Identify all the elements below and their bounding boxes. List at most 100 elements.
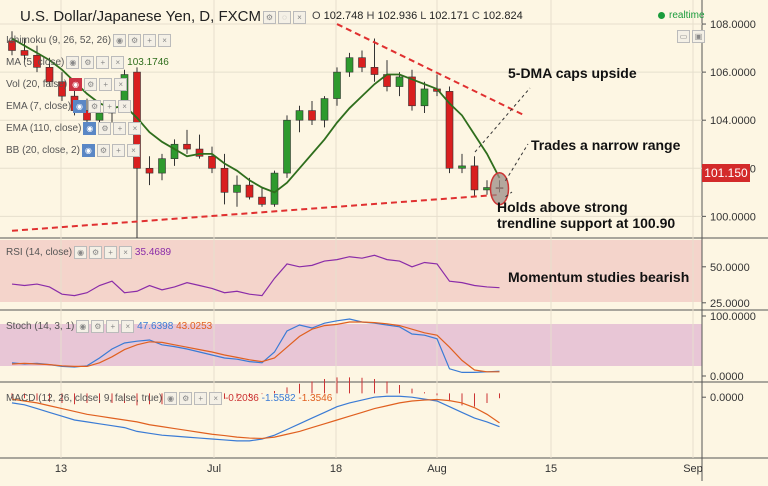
live-dot-icon: [658, 11, 665, 19]
low-label: L: [420, 10, 427, 22]
highlight-ellipse: [489, 171, 510, 206]
macd-eye-icon[interactable]: ◉: [164, 392, 178, 405]
rsi-close-icon[interactable]: ×: [119, 246, 133, 259]
bb-close-icon[interactable]: ×: [126, 144, 140, 157]
ma-eye-icon[interactable]: ◉: [66, 56, 80, 69]
rsi-line: [11, 254, 500, 297]
ema110-close-icon[interactable]: ×: [128, 122, 142, 135]
candle-body: [220, 167, 229, 193]
ema7-eye-icon[interactable]: ◉: [73, 100, 87, 113]
macd-settings-icon[interactable]: ⚙: [179, 392, 193, 405]
symbol-title-text: U.S. Dollar/Japanese Yen, D, FXCM: [20, 8, 261, 25]
rsi-settings-icon[interactable]: ⚙: [89, 246, 103, 259]
realtime-label: realtime: [669, 10, 705, 21]
legend-ichimoku[interactable]: Ichimoku (9, 26, 52, 26) ◉ ⚙ + ×: [6, 34, 172, 47]
ichimoku-add-icon[interactable]: +: [143, 34, 157, 47]
time-axis-label: 18: [330, 463, 342, 475]
ema110-eye-icon[interactable]: ◉: [83, 122, 97, 135]
bb-eye-icon[interactable]: ◉: [81, 144, 95, 157]
candle-body: [45, 67, 54, 83]
candle-body: [233, 184, 241, 193]
close-icon[interactable]: ×: [292, 10, 306, 24]
ichimoku-settings-icon[interactable]: ⚙: [128, 34, 142, 47]
ema7-settings-icon[interactable]: ⚙: [88, 100, 102, 113]
rsi-label: RSI (14, close): [6, 247, 73, 259]
ohlc-readout: O 102.748 H 102.936 L 102.171 C 102.824: [312, 10, 523, 22]
time-axis-label: 13: [55, 463, 67, 475]
time-axis-label: Jul: [207, 463, 221, 475]
candle-body: [308, 110, 316, 121]
ma5-line: [11, 37, 501, 194]
high-value: 102.936: [377, 10, 418, 22]
rsi-add-icon[interactable]: +: [104, 246, 118, 259]
rsi-axis-label: 25.0000: [710, 298, 750, 310]
ema110-add-icon[interactable]: +: [113, 122, 127, 135]
stoch-add-icon[interactable]: +: [106, 320, 120, 333]
candle-body: [283, 119, 291, 174]
close-value: 102.824: [482, 10, 523, 22]
annotation-arrow: [505, 191, 513, 198]
vol-eye-icon[interactable]: ◉: [69, 78, 83, 91]
settings-icon[interactable]: ⚙: [262, 10, 276, 24]
candle-body: [483, 187, 491, 191]
annotation-range: Trades a narrow range: [531, 137, 681, 153]
bb-label: BB (20, close, 2): [6, 145, 80, 157]
stoch-axis-label: 100.0000: [710, 311, 756, 323]
stoch-label: Stoch (14, 3, 1): [6, 321, 75, 333]
legend-rsi[interactable]: RSI (14, close) ◉ ⚙ + × 35.4689: [6, 246, 171, 259]
ma-add-icon[interactable]: +: [96, 56, 110, 69]
open-value: 102.748: [323, 10, 364, 22]
stoch-settings-icon[interactable]: ⚙: [91, 320, 105, 333]
vol-add-icon[interactable]: +: [99, 78, 113, 91]
legend-ema7[interactable]: EMA (7, close) ◉ ⚙ + ×: [6, 100, 132, 113]
ma-value: 103.1746: [127, 57, 169, 69]
legend-ma[interactable]: MA (5, close) ◉ ⚙ + × 103.1746: [6, 56, 169, 69]
legend-vol[interactable]: Vol (20, false) ◉ ⚙ + ×: [6, 78, 128, 91]
realtime-indicator: realtime: [658, 10, 705, 21]
candle-body: [33, 54, 41, 68]
stoch-close-icon[interactable]: ×: [121, 320, 135, 333]
price-axis-label: 108.0000: [710, 19, 756, 31]
ema7-close-icon[interactable]: ×: [118, 100, 132, 113]
legend-stoch[interactable]: Stoch (14, 3, 1) ◉ ⚙ + × 47.6398 43.0253: [6, 320, 212, 333]
macd-line: [11, 395, 500, 442]
bb-settings-icon[interactable]: ⚙: [96, 144, 110, 157]
ma-settings-icon[interactable]: ⚙: [81, 56, 95, 69]
stoch-eye-icon[interactable]: ◉: [76, 320, 90, 333]
stoch-k-value: 47.6398: [137, 321, 174, 333]
stoch-k-line: [11, 318, 500, 373]
annotation-momentum: Momentum studies bearish: [508, 269, 690, 285]
legend-bb[interactable]: BB (20, close, 2) ◉ ⚙ + ×: [6, 144, 140, 157]
candle-body: [470, 165, 479, 191]
candle-body: [395, 76, 404, 87]
candle-body: [358, 57, 366, 68]
window-controls: ▭ ▣: [675, 28, 705, 46]
macd-close-icon[interactable]: ×: [209, 392, 223, 405]
ema7-add-icon[interactable]: +: [103, 100, 117, 113]
candle-body: [145, 167, 154, 174]
ichimoku-label: Ichimoku (9, 26, 52, 26): [6, 35, 112, 47]
macd-value: -1.5582: [261, 393, 296, 405]
ema110-settings-icon[interactable]: ⚙: [98, 122, 112, 135]
vol-settings-icon[interactable]: ⚙: [84, 78, 98, 91]
rsi-eye-icon[interactable]: ◉: [74, 246, 88, 259]
hide-icon[interactable]: ◌: [277, 10, 291, 24]
price-axis-label: 104.0000: [710, 115, 756, 127]
legend-macd[interactable]: MACD (12, 26, close, 9, false, true) ◉ ⚙ + ×…: [6, 392, 332, 405]
maximize-icon[interactable]: ▭: [677, 30, 690, 44]
legend-ema110[interactable]: EMA (110, close) ◉ ⚙ + ×: [6, 122, 142, 135]
vol-close-icon[interactable]: ×: [114, 78, 128, 91]
bb-add-icon[interactable]: +: [111, 144, 125, 157]
ichimoku-close-icon[interactable]: ×: [158, 34, 172, 47]
ma-close-icon[interactable]: ×: [111, 56, 125, 69]
macd-add-icon[interactable]: +: [194, 392, 208, 405]
candle-body: [20, 50, 29, 56]
time-axis-label: 15: [545, 463, 557, 475]
collapse-icon[interactable]: ▣: [692, 30, 705, 44]
ema110-label: EMA (110, close): [6, 123, 82, 135]
candle-body: [345, 57, 354, 73]
ichimoku-eye-icon[interactable]: ◉: [113, 34, 127, 47]
low-value: 102.171: [429, 10, 469, 22]
